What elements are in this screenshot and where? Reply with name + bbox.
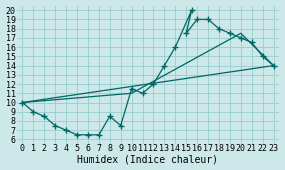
X-axis label: Humidex (Indice chaleur): Humidex (Indice chaleur) [78,154,219,164]
